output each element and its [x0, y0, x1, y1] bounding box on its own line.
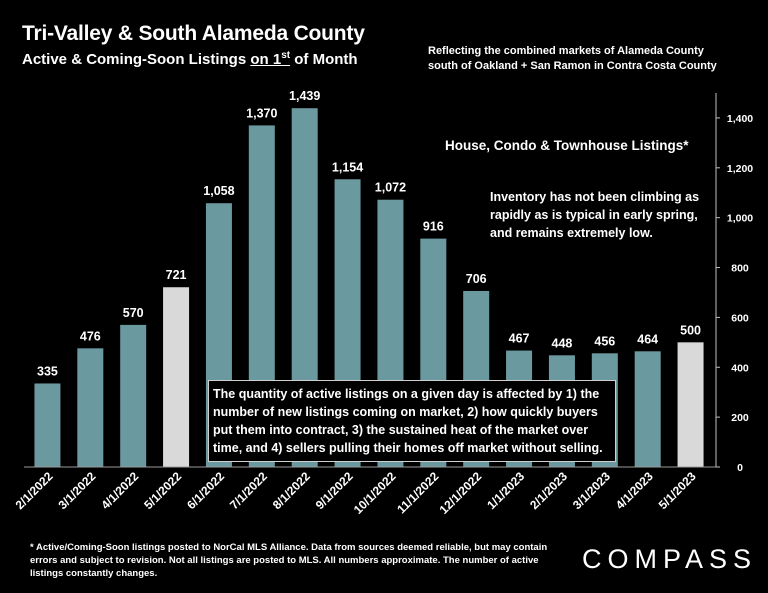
y-tick-label: 400 [731, 362, 749, 374]
x-tick-label: 11/1/2022 [394, 469, 441, 516]
x-tick-label: 1/1/2023 [484, 469, 527, 512]
x-tick-label: 4/1/2023 [613, 469, 656, 512]
bar [34, 383, 61, 467]
bar [677, 342, 704, 467]
y-tick-label: 800 [731, 263, 749, 275]
data-label: 448 [552, 336, 573, 350]
subtitle-underlined: on 1st [250, 50, 291, 68]
x-tick-label: 8/1/2022 [270, 469, 313, 512]
subtitle-underlined-text: on 1 [250, 51, 282, 68]
x-tick-label: 7/1/2022 [227, 469, 270, 512]
y-tick-label: 600 [731, 312, 749, 324]
subtitle-ordinal: st [281, 50, 291, 61]
x-tick-label: 2/1/2022 [13, 469, 56, 512]
bar [634, 351, 661, 467]
bar [163, 287, 190, 467]
bar [77, 348, 104, 467]
chart-subtitle: Active & Coming-Soon Listings on 1st of … [22, 50, 358, 68]
data-label: 1,370 [246, 106, 277, 120]
series-label: House, Condo & Townhouse Listings* [445, 138, 689, 153]
explanation-callout: The quantity of active listings on a giv… [208, 380, 616, 462]
data-label: 570 [123, 306, 144, 320]
y-tick-label: 200 [731, 412, 749, 424]
data-label: 456 [594, 334, 615, 348]
x-tick-label: 6/1/2022 [184, 469, 227, 512]
data-label: 464 [637, 332, 658, 346]
data-label: 706 [466, 272, 487, 286]
x-tick-label: 5/1/2022 [141, 469, 184, 512]
x-tick-label: 10/1/2022 [351, 469, 399, 517]
inventory-annotation: Inventory has not been climbing as rapid… [490, 190, 700, 240]
data-label: 467 [509, 332, 530, 346]
y-tick-label: 1,400 [727, 113, 753, 125]
x-tick-label: 5/1/2023 [656, 469, 699, 512]
y-tick-label: 0 [737, 462, 743, 474]
data-label: 335 [37, 364, 58, 378]
data-label: 721 [166, 268, 187, 282]
bar [120, 324, 147, 467]
x-tick-label: 2/1/2023 [527, 469, 570, 512]
x-tick-label: 3/1/2022 [55, 469, 98, 512]
x-tick-label: 12/1/2022 [437, 469, 485, 517]
x-tick-label: 3/1/2023 [570, 469, 613, 512]
footnote: * Active/Coming-Soon listings posted to … [30, 542, 548, 579]
region-note: Reflecting the combined markets of Alame… [428, 45, 717, 72]
y-tick-label: 1,200 [727, 163, 753, 175]
data-label: 500 [680, 323, 701, 337]
y-tick-label: 1,000 [727, 213, 753, 225]
x-tick-label: 9/1/2022 [313, 469, 356, 512]
subtitle-prefix: Active & Coming-Soon Listings [22, 51, 251, 68]
data-label: 476 [80, 329, 101, 343]
data-label: 1,439 [289, 89, 320, 103]
data-label: 1,058 [203, 184, 234, 198]
data-label: 916 [423, 220, 444, 234]
compass-logo: COMPASS [582, 544, 758, 574]
data-label: 1,154 [332, 160, 363, 174]
data-label: 1,072 [375, 181, 406, 195]
x-tick-label: 4/1/2022 [98, 469, 141, 512]
chart-title: Tri-Valley & South Alameda County [22, 22, 365, 45]
subtitle-suffix: of Month [290, 51, 358, 68]
